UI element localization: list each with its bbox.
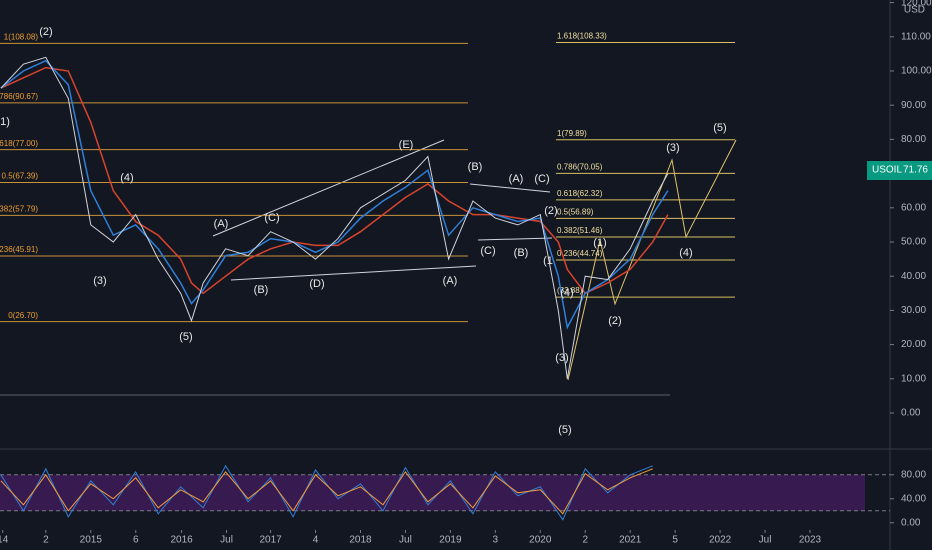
x-tick-label: 2016 [170,535,193,546]
y-tick-label: 40.00 [901,493,926,504]
wave-label: (4) [120,172,133,184]
y-tick-label: 0.00 [901,517,921,528]
y-tick-label: 50.00 [901,237,926,248]
x-tick-label: 2 [43,535,49,546]
wave-label: (C) [264,212,279,224]
x-tick-label: Jul [220,535,233,546]
oscillator-line [0,468,653,515]
fib-label: 0.236(45.91) [0,245,38,254]
y-tick-label: 80.00 [901,469,926,480]
fib-label: 0.5(67.39) [2,172,39,181]
y-tick-label: 100.00 [901,66,932,77]
x-tick-label: 2019 [439,535,462,546]
fib-label: 0.786(70.05) [557,163,603,172]
wave-label: (2) [39,26,52,38]
fib-label: 1(108.08) [4,32,39,41]
wave-label: (3) [666,142,679,154]
y-tick-label: 90.00 [901,100,926,111]
wave-label: (A) [509,173,524,185]
x-tick-label: 5 [672,535,678,546]
fib-label: 0.236(44.74) [557,249,603,258]
wave-label: (C) [480,245,495,257]
price-line [0,59,669,330]
wave-label: (A) [214,218,229,230]
currency-label: USD [904,5,925,16]
x-tick-label: 2017 [259,535,282,546]
wave-label: (3) [93,275,106,287]
wave-label: (3) [555,352,568,364]
wave-label: (E) [399,139,414,151]
wave-label: (4) [679,247,692,259]
x-tick-label: 2015 [80,535,103,546]
trend-line [477,237,553,241]
y-tick-label: 60.00 [901,202,926,213]
y-tick-label: 80.00 [901,134,926,145]
wave-label: (2) [544,205,557,217]
fib-label: (33.88) [557,286,583,295]
wave-label: (A) [443,275,458,287]
price-line [0,66,669,295]
fib-label: 0.5(56.89) [557,208,594,217]
wave-label: 1) [0,116,10,128]
oscillator-band [0,474,865,511]
wave-label: (5) [558,424,571,436]
fib-label: 1(79.89) [557,129,587,138]
last-price: 71.76 [903,165,928,176]
wave-label: (1 [543,255,553,267]
x-tick-label: 2 [582,535,588,546]
fib-label: 0.618(62.32) [557,189,603,198]
wave-label: (4) [560,287,573,299]
x-tick-label: 2018 [349,535,372,546]
symbol-label: USOIL [872,165,902,176]
x-tick-label: 2021 [619,535,642,546]
y-tick-label: 0.00 [901,408,921,419]
x-tick-label: 14 [0,535,9,546]
y-tick-label: 20.00 [901,339,926,350]
fib-label: 0.382(57.79) [0,204,38,213]
fib-label: 0(26.70) [8,311,38,320]
y-tick-label: 110.00 [901,31,931,42]
x-tick-label: 4 [313,535,319,546]
trend-line [230,265,477,281]
wave-label: (B) [468,161,483,173]
wave-label: (5) [179,331,192,343]
oscillator-line [0,464,653,521]
price-line [0,56,669,379]
trend-line [469,183,551,193]
x-tick-label: Jul [399,535,412,546]
wave-label: (B) [514,247,529,259]
x-tick-label: 2020 [529,535,552,546]
y-tick-label: 120.00 [901,0,932,8]
wave-label: (2) [608,315,621,327]
fib-label: 1.618(108.33) [557,32,607,41]
x-tick-label: 2023 [799,535,822,546]
wave-label: (B) [254,284,269,296]
x-tick-label: 3 [493,535,499,546]
price-tag [867,161,932,180]
fib-label: 0.618(77.00) [0,139,38,148]
trend-line [212,139,445,237]
x-tick-label: Jul [759,535,772,546]
fib-label: 0.786(90.67) [0,92,38,101]
x-tick-label: 2022 [709,535,732,546]
y-tick-label: 40.00 [901,271,926,282]
y-tick-label: 30.00 [901,305,926,316]
wave-label: (1) [593,237,606,249]
x-tick-label: 6 [133,535,139,546]
wave-label: (5) [713,122,726,134]
y-tick-label: 10.00 [901,373,926,384]
fib-label: 0.382(51.46) [557,226,603,235]
wave-label: (D) [309,278,324,290]
wave-label: (C) [534,173,549,185]
